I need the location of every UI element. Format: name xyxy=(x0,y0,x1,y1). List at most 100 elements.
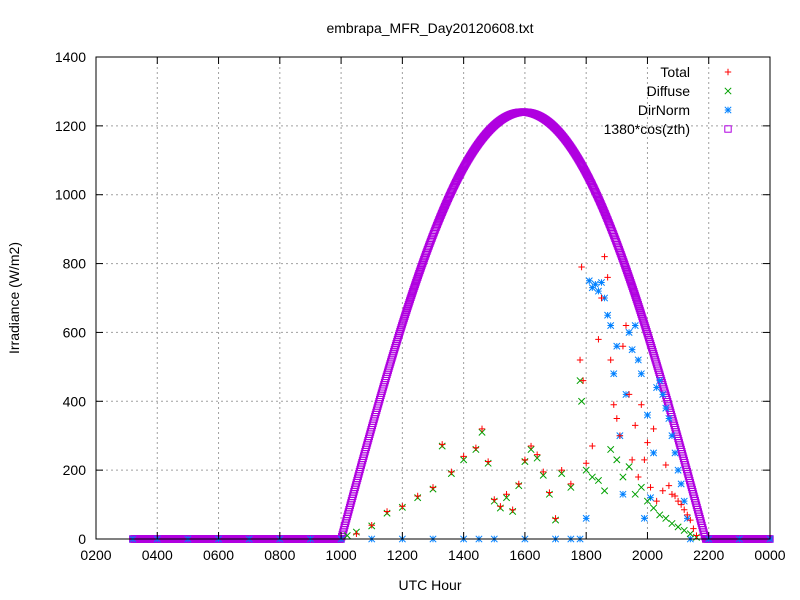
data-point xyxy=(625,391,633,398)
data-point xyxy=(650,449,658,457)
chart-title: embrapa_MFR_Day20120608.txt xyxy=(326,20,533,36)
x-tick-label: 2000 xyxy=(632,547,663,563)
data-point xyxy=(595,336,602,343)
data-point xyxy=(633,299,642,307)
data-point xyxy=(403,304,411,313)
data-point xyxy=(653,497,660,505)
data-point xyxy=(601,487,609,495)
data-point xyxy=(509,506,516,513)
series-3 xyxy=(129,108,774,543)
x-tick-label: 1000 xyxy=(326,547,357,563)
data-point xyxy=(635,304,644,313)
data-point xyxy=(401,312,409,320)
x-tick-label: 0400 xyxy=(142,547,173,563)
legend-marker xyxy=(724,68,732,76)
legend-label: Diffuse xyxy=(647,83,691,99)
data-point xyxy=(515,480,522,488)
data-point xyxy=(546,489,553,496)
data-point xyxy=(591,280,599,288)
data-point xyxy=(448,468,455,476)
plot-frame xyxy=(95,56,771,540)
data-point xyxy=(638,401,645,408)
data-point xyxy=(460,453,467,460)
data-point xyxy=(635,473,642,481)
plot-series xyxy=(129,108,774,543)
data-point xyxy=(643,497,652,505)
data-point xyxy=(631,321,639,330)
data-point xyxy=(607,445,615,454)
series-2 xyxy=(129,277,774,543)
data-point xyxy=(662,461,670,469)
data-point xyxy=(491,496,498,503)
data-point xyxy=(613,342,621,350)
legend-marker xyxy=(724,106,732,114)
data-point xyxy=(540,468,547,476)
data-point xyxy=(400,314,408,322)
data-point xyxy=(521,456,529,464)
data-point xyxy=(383,508,391,515)
data-point xyxy=(632,293,640,301)
data-point xyxy=(527,442,535,450)
data-point xyxy=(656,377,664,385)
data-point xyxy=(656,511,664,519)
legend-marker xyxy=(724,87,732,95)
data-point xyxy=(597,278,606,287)
data-point xyxy=(604,311,612,319)
data-point xyxy=(674,523,682,531)
data-point xyxy=(665,414,673,423)
data-point xyxy=(677,501,685,508)
data-point xyxy=(396,326,405,334)
data-point xyxy=(404,301,413,309)
data-point xyxy=(397,324,405,332)
data-point xyxy=(484,458,492,465)
data-point xyxy=(576,356,584,364)
data-point xyxy=(497,503,504,510)
data-point xyxy=(438,441,446,448)
data-point xyxy=(398,322,406,330)
data-point xyxy=(686,530,694,538)
data-point xyxy=(641,322,649,330)
data-point xyxy=(585,277,593,285)
data-point xyxy=(628,346,636,354)
data-point xyxy=(668,491,676,498)
data-point xyxy=(659,390,667,398)
data-point xyxy=(680,526,688,534)
data-point xyxy=(625,328,633,336)
data-point xyxy=(558,466,565,474)
data-point xyxy=(398,320,407,328)
data-point xyxy=(396,328,404,336)
data-point xyxy=(478,428,486,436)
y-tick-label: 400 xyxy=(63,393,87,409)
legend-label: 1380*cos(zth) xyxy=(604,121,690,137)
data-point xyxy=(637,370,645,378)
legend-label: DirNorm xyxy=(638,102,690,118)
data-point xyxy=(668,432,676,440)
data-point xyxy=(578,397,586,405)
data-point xyxy=(414,492,421,500)
data-point xyxy=(558,470,566,478)
data-point xyxy=(631,291,639,300)
data-point xyxy=(630,289,639,298)
y-tick-label: 1000 xyxy=(55,187,86,203)
data-point xyxy=(637,308,645,317)
data-point xyxy=(637,310,646,318)
x-tick-label: 1800 xyxy=(571,547,602,563)
data-point xyxy=(604,274,611,281)
data-point xyxy=(406,297,414,305)
data-point xyxy=(343,532,351,540)
data-point xyxy=(631,490,639,498)
grid xyxy=(96,57,770,539)
x-tick-label: 1400 xyxy=(448,547,479,563)
data-point xyxy=(578,263,585,271)
data-point xyxy=(567,483,575,491)
data-point xyxy=(640,320,649,328)
data-point xyxy=(368,522,375,529)
data-point xyxy=(637,483,645,491)
data-point xyxy=(638,312,646,320)
data-point xyxy=(533,451,541,458)
y-tick-label: 1400 xyxy=(55,49,86,65)
data-point xyxy=(677,480,685,488)
data-point xyxy=(632,295,641,303)
x-tick-label: 1600 xyxy=(509,547,540,563)
